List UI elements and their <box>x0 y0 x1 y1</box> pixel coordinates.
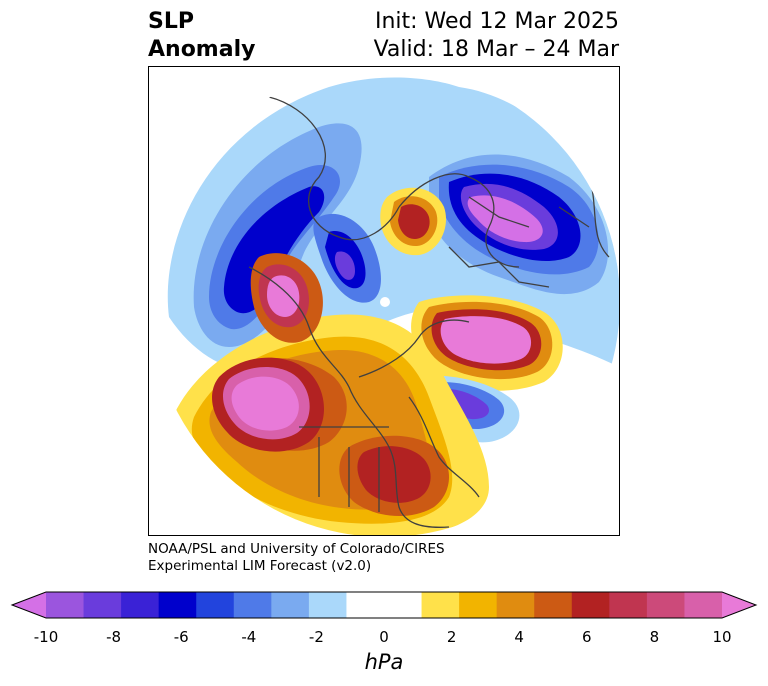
credit-line-2: Experimental LIM Forecast (v2.0) <box>148 558 372 574</box>
colorbar-bin <box>459 592 498 618</box>
colorbar-tick-label: 10 <box>712 628 732 646</box>
title-line-1: SLP <box>148 9 194 34</box>
credit: NOAA/PSL and University of Colorado/CIRE… <box>148 541 445 575</box>
colorbar-bin <box>196 592 235 618</box>
credit-line-1: NOAA/PSL and University of Colorado/CIRE… <box>148 541 445 557</box>
colorbar-tick-label: 4 <box>514 628 524 646</box>
anomaly-field <box>167 77 619 535</box>
colorbar <box>10 591 758 619</box>
coastlines <box>248 96 610 528</box>
colorbar-bin <box>609 592 648 618</box>
valid-range: Valid: 18 Mar – 24 Mar <box>373 37 619 62</box>
title-line-2: Anomaly <box>148 37 256 62</box>
colorbar-tick-label: -4 <box>241 628 257 646</box>
colorbar-bin <box>271 592 310 618</box>
colorbar-tick-label: -6 <box>173 628 189 646</box>
colorbar-outline <box>10 591 758 619</box>
colorbar-bin <box>384 592 423 618</box>
map-title: SLP Anomaly <box>148 8 255 64</box>
colorbar-bin <box>121 592 160 618</box>
colorbar-tick-label: -8 <box>106 628 122 646</box>
colorbar-extend-low <box>12 592 46 618</box>
colorbar-bin <box>83 592 122 618</box>
colorbar-bin <box>496 592 535 618</box>
colorbar-bin <box>646 592 685 618</box>
colorbar-bin <box>233 592 272 618</box>
forecast-dates: Init: Wed 12 Mar 2025 Valid: 18 Mar – 24… <box>374 8 619 64</box>
colorbar-bin <box>346 592 385 618</box>
colorbar-bin <box>534 592 573 618</box>
colorbar-tick-label: -2 <box>308 628 324 646</box>
colorbar-tick-label: 8 <box>649 628 660 646</box>
colorbar-bin <box>571 592 610 618</box>
colorbar-unit: hPa <box>364 650 404 674</box>
colorbar-extend-high <box>722 592 756 618</box>
init-date: Init: Wed 12 Mar 2025 <box>374 9 619 34</box>
colorbar-bin <box>421 592 460 618</box>
colorbar-bin <box>308 592 347 618</box>
colorbar-tick-label: 0 <box>379 628 389 646</box>
colorbar-tick-label: 2 <box>446 628 457 646</box>
polar-map <box>148 66 620 536</box>
colorbar-tick-label: -10 <box>33 628 59 646</box>
colorbar-tick-label: 6 <box>582 628 592 646</box>
colorbar-bin <box>684 592 723 618</box>
colorbar-bin <box>158 592 197 618</box>
colorbar-bin <box>46 592 85 618</box>
